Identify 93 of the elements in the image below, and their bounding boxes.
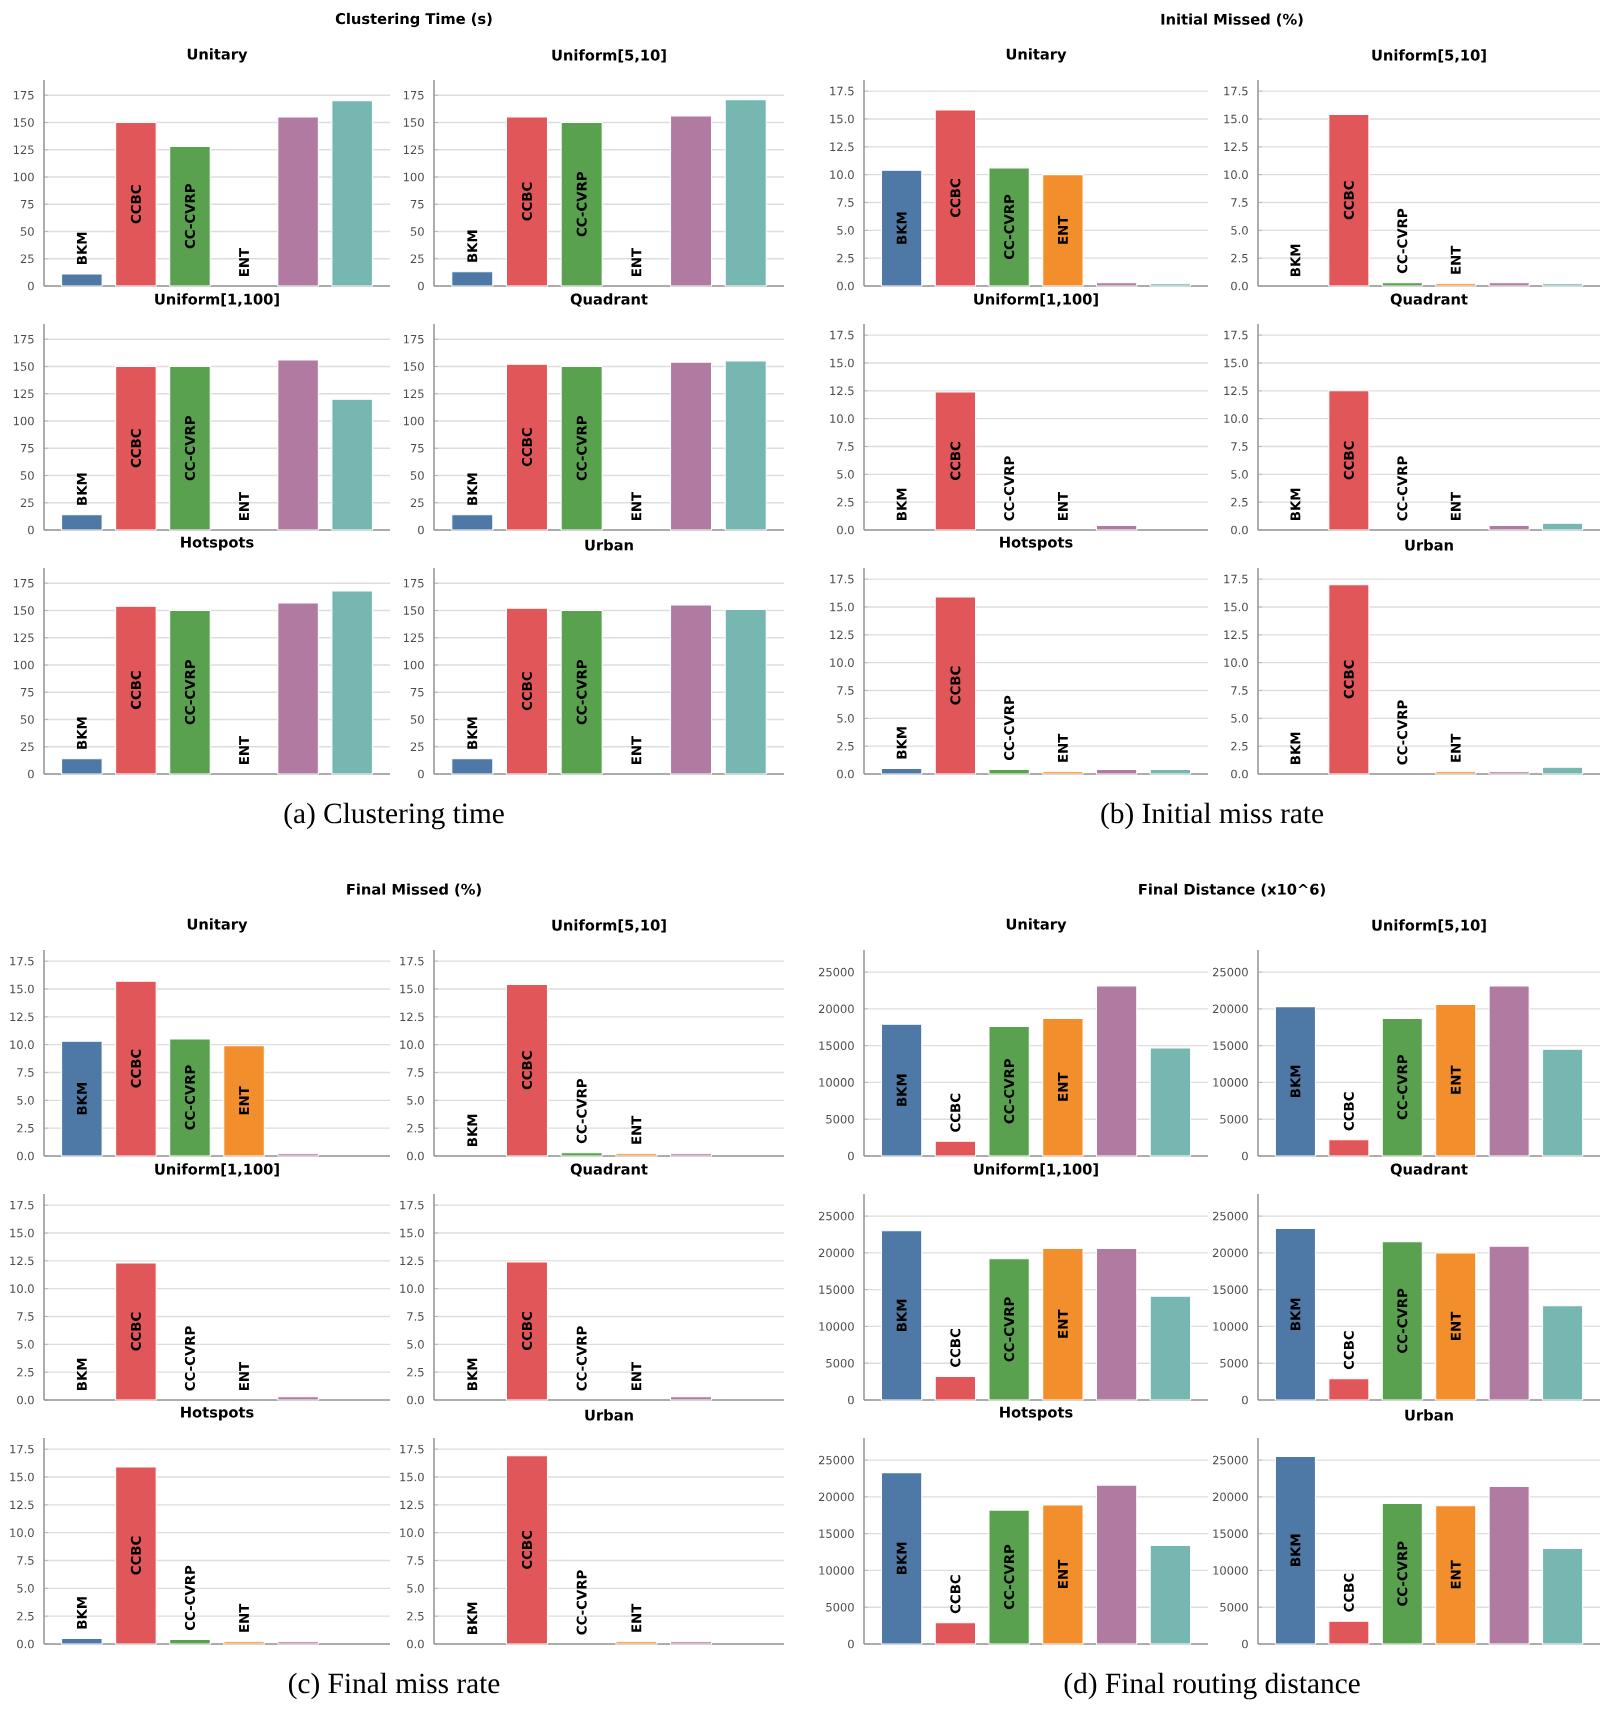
bar [988, 769, 1030, 775]
bar [505, 116, 549, 287]
bar [1435, 1252, 1477, 1401]
bar [1095, 1484, 1138, 1645]
bar [988, 1025, 1030, 1157]
bar [880, 767, 923, 775]
bar [724, 99, 767, 287]
bar [1149, 1047, 1192, 1157]
bar [61, 1637, 103, 1645]
bar [451, 758, 494, 775]
bar [115, 980, 157, 1157]
bar [1274, 1006, 1316, 1157]
bar [1542, 1547, 1584, 1645]
bar [724, 608, 767, 775]
bar [169, 365, 211, 531]
bar [670, 115, 713, 287]
bar [115, 365, 157, 531]
bar [1435, 1505, 1477, 1645]
bar [1488, 985, 1530, 1157]
bar [1274, 1455, 1316, 1645]
bar [1488, 525, 1530, 531]
bar [223, 1045, 265, 1157]
bar [277, 359, 319, 531]
bar [331, 100, 373, 287]
bar [934, 596, 977, 775]
bar [1274, 1228, 1316, 1401]
text: (a) Clustering time [284, 802, 504, 830]
bar [1042, 174, 1084, 287]
bar [61, 758, 103, 775]
bar [934, 1375, 977, 1401]
text: (d) Final routing distance [1064, 1672, 1360, 1700]
bar [277, 116, 319, 287]
bar [560, 365, 603, 531]
bar [1095, 1247, 1138, 1401]
bar [934, 1140, 977, 1157]
bar [1381, 1241, 1423, 1401]
bar [169, 609, 211, 775]
bar [1328, 390, 1370, 531]
bar [61, 273, 103, 287]
bar [934, 109, 977, 287]
bar [331, 398, 373, 531]
bar [505, 983, 549, 1157]
bar [1095, 769, 1138, 775]
bar [1542, 766, 1584, 775]
bar [169, 145, 211, 287]
bar [560, 121, 603, 287]
bar [1488, 1486, 1530, 1645]
bar [115, 605, 157, 775]
bar [451, 514, 494, 531]
bar [988, 167, 1030, 287]
bar [988, 1258, 1030, 1401]
bar [1542, 1305, 1584, 1401]
bar [1328, 1139, 1370, 1157]
bar [670, 361, 713, 531]
bar [988, 1509, 1030, 1645]
bar [1542, 522, 1584, 531]
bar [451, 271, 494, 287]
bar [169, 1038, 211, 1157]
bar [1095, 985, 1138, 1157]
bar [670, 604, 713, 775]
bar [880, 1472, 923, 1645]
bar [1488, 1245, 1530, 1401]
bar [934, 1622, 977, 1645]
bar [880, 169, 923, 287]
bar [1328, 1378, 1370, 1401]
bar [61, 514, 103, 531]
bar [1381, 1017, 1423, 1157]
bar [724, 360, 767, 531]
bar [115, 121, 157, 287]
bar [1042, 1247, 1084, 1401]
bar [1435, 1003, 1477, 1157]
bar [1328, 584, 1370, 775]
bar [1149, 769, 1192, 775]
text: (c) Final miss rate [288, 1672, 500, 1700]
bar [331, 590, 373, 775]
bar [1542, 1048, 1584, 1157]
bar [880, 1023, 923, 1157]
bar [1042, 1504, 1084, 1645]
bar [1042, 1017, 1084, 1157]
bar [61, 1040, 103, 1157]
bar [1149, 1295, 1192, 1401]
bar [115, 1466, 157, 1645]
bar [277, 602, 319, 775]
bar [880, 1230, 923, 1401]
bar [505, 607, 549, 775]
bar [1149, 1544, 1192, 1645]
bar [1328, 113, 1370, 287]
bar [1328, 1620, 1370, 1645]
bar [169, 1639, 211, 1645]
bar [1381, 1502, 1423, 1645]
text: (b) Initial miss rate [1101, 802, 1324, 830]
bar [560, 609, 603, 775]
bar [505, 363, 549, 531]
